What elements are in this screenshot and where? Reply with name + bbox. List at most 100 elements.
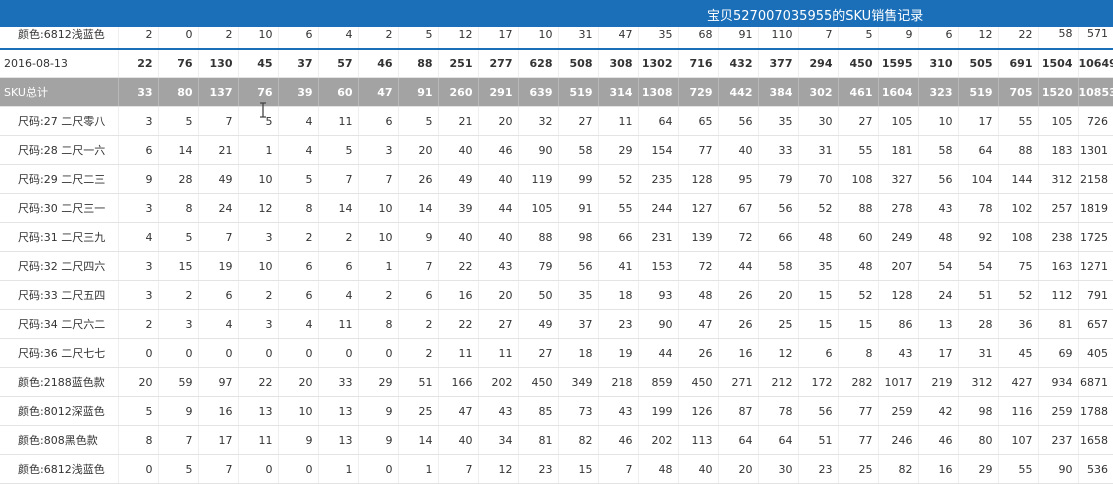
table-cell: 56 (798, 396, 839, 426)
table-row[interactable]: 尺码:30 二尺三一 3 8 24 12 8 14 10 14 39 44 105 91 55 244 127… (0, 193, 1113, 223)
table-cell: 271 (718, 367, 759, 397)
row-label: 颜色:8012深蓝色 (0, 396, 119, 426)
table-cell: 0 (158, 338, 199, 368)
table-cell: 56 (718, 106, 759, 136)
date-summary-row[interactable]: 2016-08-13 22 76 130 45 37 57 46 88 251 277 628 508 3… (0, 49, 1113, 78)
table-cell: 8 (118, 425, 159, 455)
table-cell: 108 (998, 222, 1039, 252)
table-cell: 60 (318, 77, 359, 107)
table-cell: 657 (1078, 309, 1113, 339)
table-cell: 56 (758, 193, 799, 223)
table-cell: 16 (438, 280, 479, 310)
table-cell: 5 (398, 106, 439, 136)
table-cell: 12 (478, 454, 519, 484)
table-cell: 246 (878, 425, 919, 455)
table-cell: 33 (758, 135, 799, 165)
table-row[interactable]: 尺码:28 二尺一六 6 14 21 1 4 5 3 20 40 46 90 58 29 154 77 40 33… (0, 135, 1113, 165)
table-cell: 77 (838, 425, 879, 455)
table-cell: 45 (238, 49, 279, 78)
row-label: 尺码:27 二尺零八 (0, 106, 119, 136)
table-cell: 30 (798, 106, 839, 136)
table-cell: 427 (998, 367, 1039, 397)
table-cell: 40 (438, 222, 479, 252)
table-cell: 116 (998, 396, 1039, 426)
table-cell: 2 (358, 280, 399, 310)
table-row[interactable]: 颜色:8012深蓝色 5 9 16 13 10 13 9 25 47 43 85 73 43 199 126 8… (0, 396, 1113, 426)
table-row[interactable]: 尺码:33 二尺五四 3 2 6 2 6 4 2 6 16 20 50 35 18 93 48 26 20 15 52… (0, 280, 1113, 310)
table-cell: 450 (838, 49, 879, 78)
table-cell: 1658 (1078, 425, 1113, 455)
table-cell: 78 (758, 396, 799, 426)
table-cell: 17 (958, 106, 999, 136)
table-cell: 7 (158, 425, 199, 455)
table-cell: 36 (998, 309, 1039, 339)
table-cell: 27 (518, 338, 559, 368)
table-cell: 126 (678, 396, 719, 426)
table-cell: 2 (238, 280, 279, 310)
table-cell: 0 (358, 338, 399, 368)
table-row[interactable]: 尺码:29 二尺二三 9 28 49 10 5 7 7 26 49 40 119 99 52 235 128 9… (0, 164, 1113, 194)
table-cell: 28 (158, 164, 199, 194)
table-cell: 82 (878, 454, 919, 484)
table-cell: 1 (358, 251, 399, 281)
table-row[interactable]: 颜色:2188蓝色款 20 59 97 22 20 33 29 51 166 202 450 349 21… (0, 367, 1113, 397)
sku-total-row[interactable]: SKU总计 33 80 137 76 39 60 47 91 260 291 639 519 314 130… (0, 77, 1113, 107)
table-cell: 58 (758, 251, 799, 281)
table-cell: 128 (678, 164, 719, 194)
table-row[interactable]: 尺码:27 二尺零八 3 5 7 5 4 11 6 5 21 20 32 27 11 64 65 56 35 30 2… (0, 106, 1113, 136)
table-row[interactable]: 尺码:32 二尺四六 3 15 19 10 6 6 1 7 22 43 79 56 41 153 72 44 58… (0, 251, 1113, 281)
table-cell: 40 (718, 135, 759, 165)
table-row[interactable]: 颜色:6812浅蓝色 0 5 7 0 0 1 0 1 7 12 23 15 7 48 40 20 30 23 25 82… (0, 454, 1113, 484)
row-label: 尺码:29 二尺二三 (0, 164, 119, 194)
table-row[interactable]: 颜色:808黑色款 8 7 17 11 9 13 9 14 40 34 81 82 46 202 113 64 6… (0, 425, 1113, 455)
table-cell: 28 (958, 309, 999, 339)
table-cell: 26 (398, 164, 439, 194)
table-cell: 98 (958, 396, 999, 426)
table-cell: 4 (198, 309, 239, 339)
table-cell: 312 (958, 367, 999, 397)
table-row[interactable]: 尺码:34 二尺六二 2 3 4 3 4 11 8 2 22 27 49 37 23 90 47 26 25 15 1… (0, 309, 1113, 339)
table-cell: 508 (558, 49, 599, 78)
table-cell: 67 (718, 193, 759, 223)
table-cell: 41 (598, 251, 639, 281)
table-cell: 199 (638, 396, 679, 426)
table-cell: 207 (878, 251, 919, 281)
table-cell: 46 (358, 49, 399, 78)
table-cell: 9 (278, 425, 319, 455)
table-cell: 726 (1078, 106, 1113, 136)
table-row[interactable]: 颜色:6812浅蓝色 2 0 2 10 6 4 2 5 12 17 10 31 47 35 68 91 110 7 5… (0, 19, 1113, 50)
table-cell: 24 (198, 193, 239, 223)
table-cell: 5 (158, 106, 199, 136)
table-cell: 27 (558, 106, 599, 136)
table-cell: 6 (118, 135, 159, 165)
table-cell: 3 (118, 280, 159, 310)
table-cell: 105 (878, 106, 919, 136)
table-cell: 50 (518, 280, 559, 310)
table-cell: 0 (238, 338, 279, 368)
table-cell: 104 (958, 164, 999, 194)
table-cell: 15 (798, 280, 839, 310)
table-row[interactable]: 尺码:36 二尺七七 0 0 0 0 0 0 0 2 11 11 27 18 19 44 26 16 12 6 8 43… (0, 338, 1113, 368)
table-cell: 35 (758, 106, 799, 136)
text-cursor-icon (260, 102, 266, 118)
table-cell: 7 (198, 106, 239, 136)
table-cell: 97 (198, 367, 239, 397)
table-cell: 37 (278, 49, 319, 78)
table-cell: 79 (758, 164, 799, 194)
table-row[interactable]: 尺码:31 二尺三九 4 5 7 3 2 2 10 9 40 40 88 98 66 231 139 72 66 4… (0, 222, 1113, 252)
table-cell: 11 (318, 309, 359, 339)
table-cell: 66 (758, 222, 799, 252)
table-cell: 11 (438, 338, 479, 368)
table-cell: 107 (998, 425, 1039, 455)
table-cell: 43 (878, 338, 919, 368)
table-cell: 35 (798, 251, 839, 281)
table-cell: 2 (158, 280, 199, 310)
table-cell: 257 (1038, 193, 1079, 223)
table-cell: 22 (238, 367, 279, 397)
table-cell: 0 (358, 454, 399, 484)
table-cell: 0 (278, 338, 319, 368)
table-cell: 51 (398, 367, 439, 397)
table-cell: 11 (238, 425, 279, 455)
table-cell: 14 (398, 425, 439, 455)
table-cell: 72 (678, 251, 719, 281)
